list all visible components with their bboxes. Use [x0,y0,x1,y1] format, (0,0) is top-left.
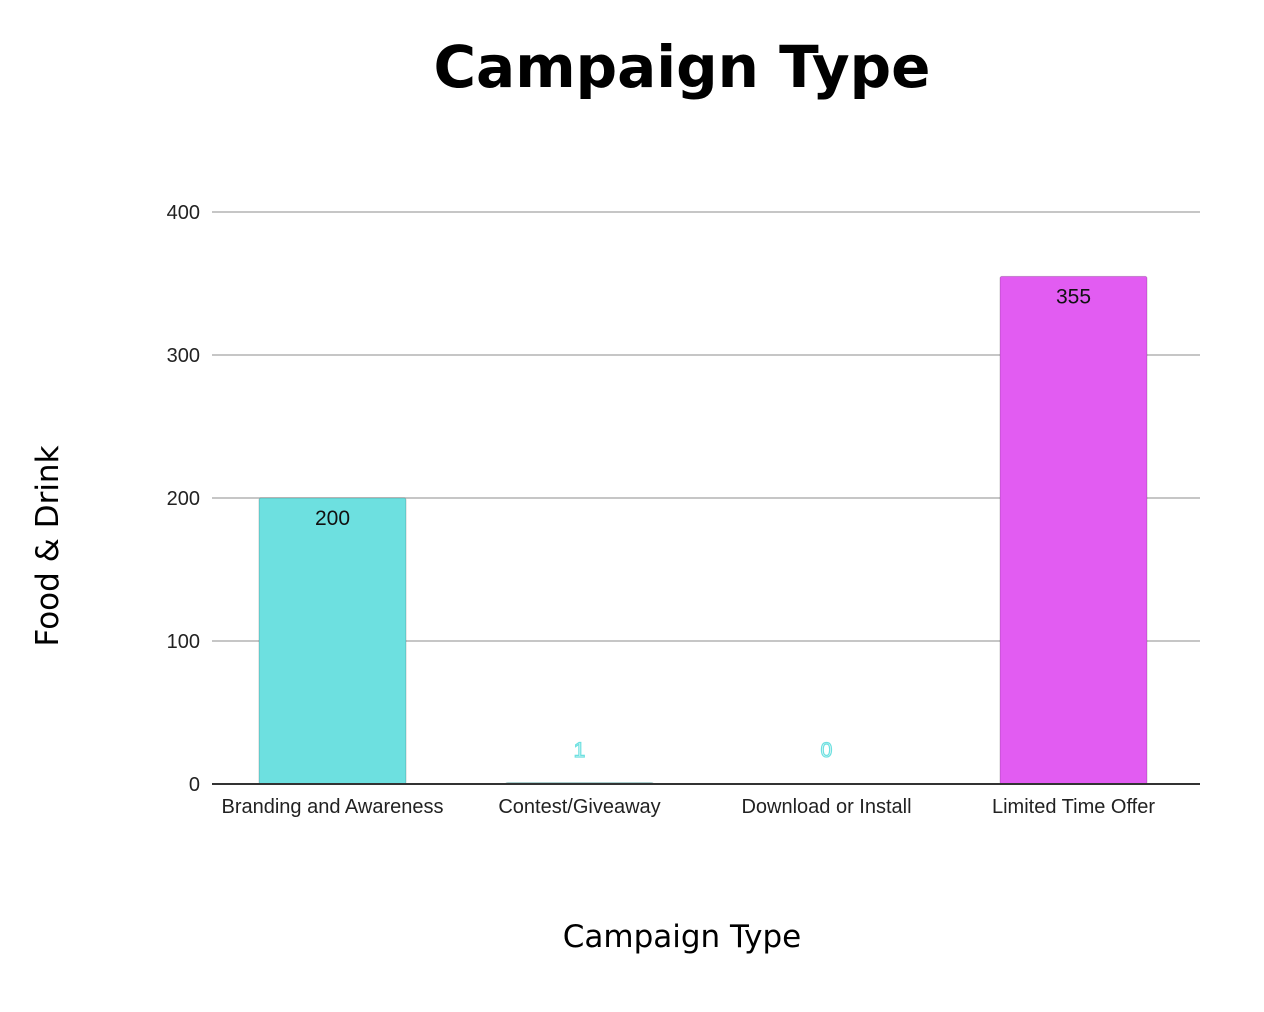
x-category-label: Download or Install [741,796,911,818]
y-axis-tick-labels: 0 100 200 300 400 [167,202,200,796]
data-labels: 200 1 0 355 [315,285,1091,762]
y-tick-label: 200 [167,488,200,510]
x-axis-category-labels: Branding and Awareness Contest/Giveaway Do… [221,796,1155,818]
y-tick-label: 400 [167,202,200,224]
x-category-label: Limited Time Offer [992,796,1155,818]
y-tick-label: 0 [189,774,200,796]
data-label: 355 [1056,285,1091,308]
x-category-label: Branding and Awareness [221,796,443,818]
y-tick-label: 300 [167,345,200,367]
chart-title: Campaign Type [433,33,930,101]
x-category-label: Contest/Giveaway [498,796,660,818]
data-label: 1 [574,739,586,762]
bar [999,275,1148,785]
data-label: 200 [315,507,350,530]
y-axis-title: Food & Drink [30,445,66,646]
data-label: 0 [821,739,833,762]
y-tick-label: 100 [167,631,200,653]
bars [258,275,1148,785]
bar [258,497,407,785]
x-axis-title: Campaign Type [563,919,802,955]
